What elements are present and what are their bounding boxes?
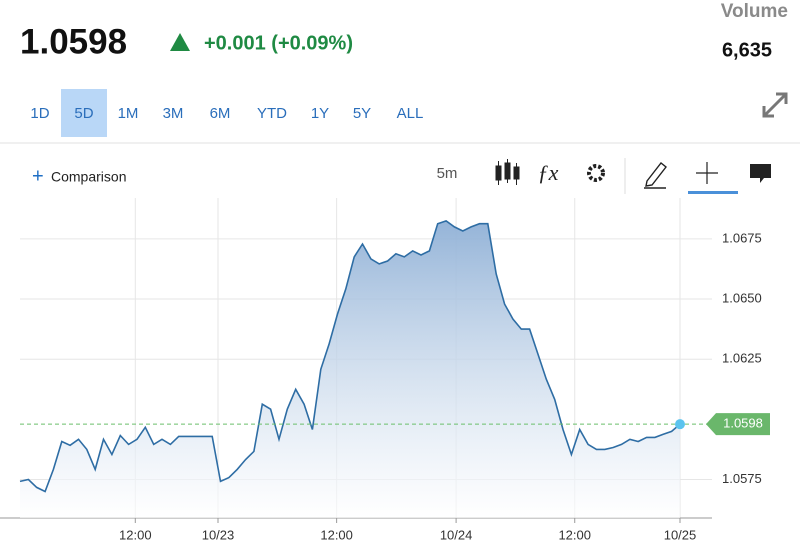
indicator-icon[interactable]: ƒx — [538, 160, 559, 185]
comparison-plus[interactable]: + — [32, 165, 44, 187]
range-button[interactable]: YTD — [257, 105, 287, 122]
area-fill — [20, 220, 680, 518]
comparison-button[interactable]: Comparison — [51, 169, 126, 185]
price: 1.0598 — [20, 22, 127, 61]
x-tick-label: 10/23 — [202, 527, 235, 542]
x-tick-label: 12:00 — [320, 527, 353, 542]
range-bar: 1D 5D 1M 3M 6M YTD 1Y 5Y ALL — [30, 89, 423, 137]
y-tick-label: 1.0575 — [722, 471, 762, 486]
y-tick-label: 1.0650 — [722, 290, 762, 305]
comment-icon[interactable] — [750, 164, 771, 183]
draw-icon[interactable] — [644, 162, 667, 189]
x-tick-label: 10/25 — [664, 527, 697, 542]
range-button[interactable]: 1M — [118, 105, 139, 122]
last-price-label: 1.0598 — [723, 416, 763, 431]
settings-icon[interactable] — [587, 164, 605, 182]
plot: 1.0575 1.0625 1.0650 1.0675 12:00 10/23 12:00 1… — [0, 198, 770, 542]
range-button[interactable]: 1Y — [311, 105, 329, 122]
range-button[interactable]: ALL — [397, 105, 424, 122]
price-line — [19, 220, 681, 493]
crosshair-icon[interactable] — [696, 162, 718, 184]
up-arrow — [170, 33, 190, 51]
volume-label: Volume — [721, 1, 788, 22]
x-tick-label: 12:00 — [119, 527, 152, 542]
y-tick-label: 1.0675 — [722, 230, 762, 245]
range-button[interactable]: 6M — [210, 105, 231, 122]
y-tick-label: 1.0625 — [722, 351, 762, 366]
volume: 6,635 — [722, 39, 772, 61]
range-selected-bg — [61, 89, 107, 137]
last-point — [675, 419, 685, 430]
candle-icon[interactable] — [495, 159, 520, 185]
active-underline — [688, 191, 738, 194]
range-button[interactable]: 5D — [74, 105, 93, 122]
range-button[interactable]: 5Y — [353, 105, 371, 122]
x-tick-label: 10/24 — [440, 527, 473, 542]
price-change: +0.001 (+0.09%) — [204, 32, 353, 54]
range-button[interactable]: 3M — [163, 105, 184, 122]
last-price-tag — [706, 413, 770, 436]
expand-icon[interactable] — [762, 92, 788, 118]
x-tick-label: 12:00 — [558, 527, 591, 542]
range-button[interactable]: 1D — [30, 105, 49, 122]
interval-button[interactable]: 5m — [437, 165, 458, 182]
